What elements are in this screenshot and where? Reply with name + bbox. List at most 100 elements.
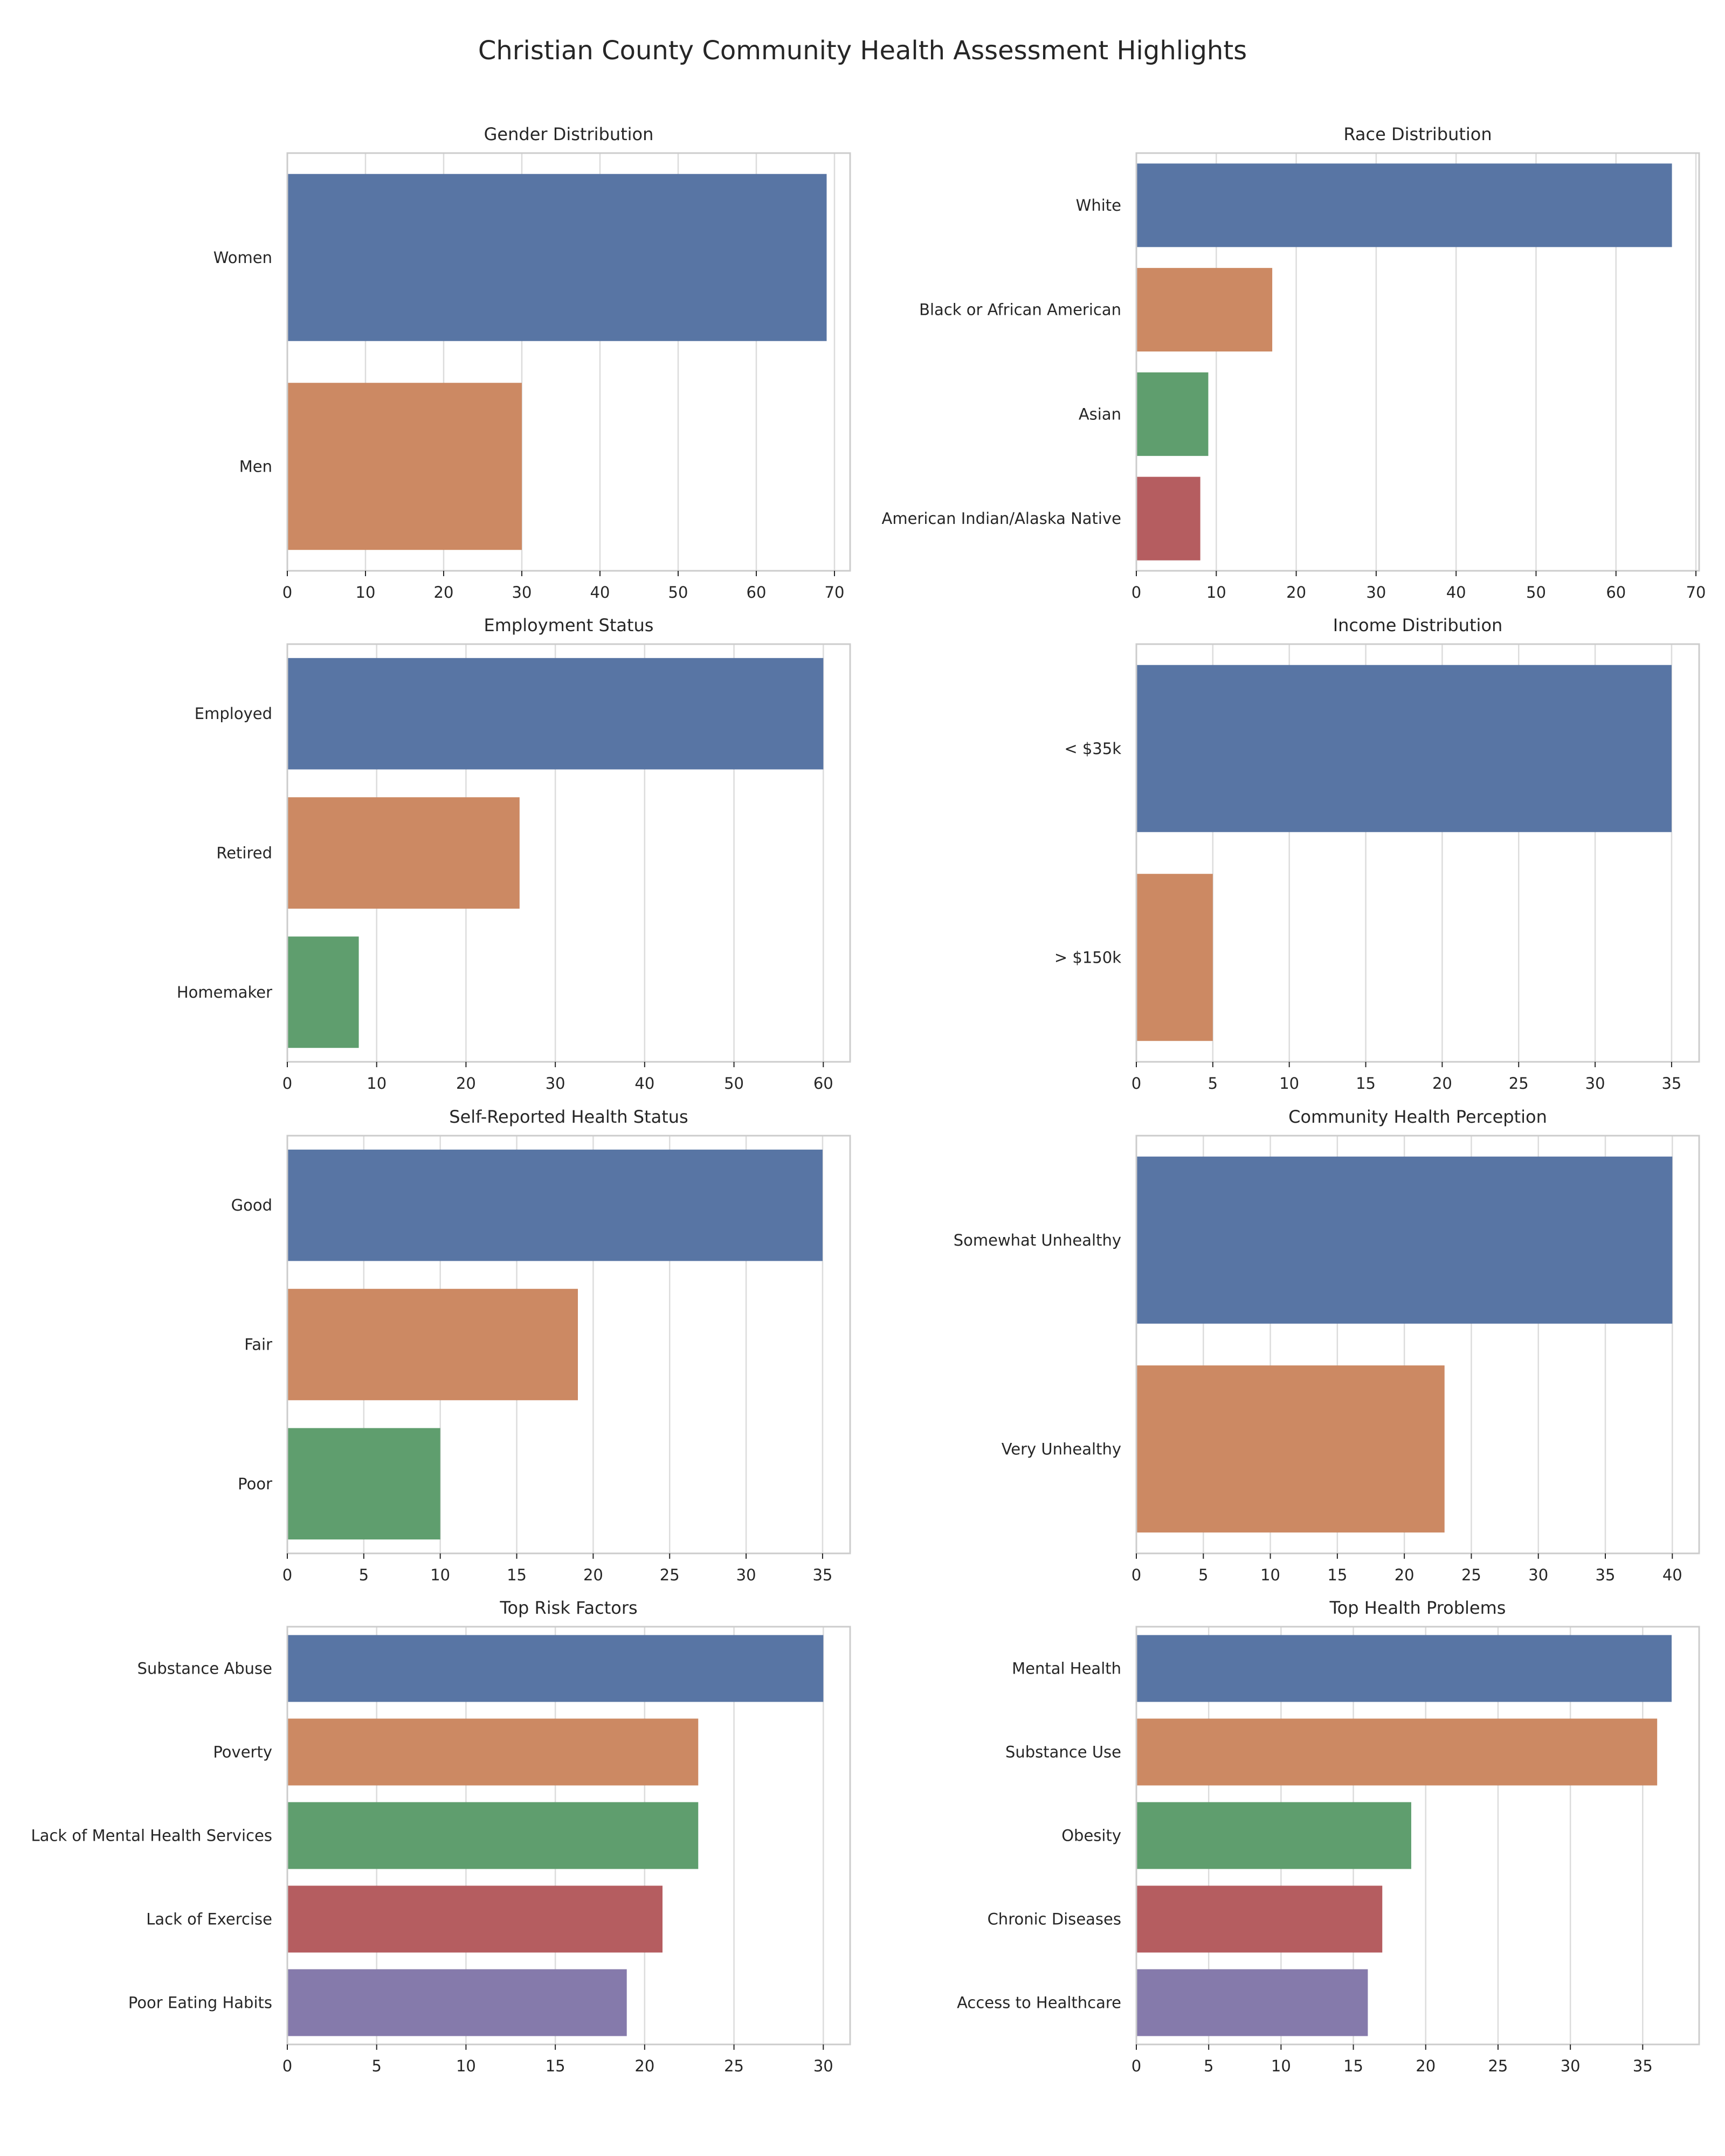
chart-title: Self-Reported Health Status: [449, 1107, 688, 1127]
chart-title: Top Health Problems: [1329, 1598, 1506, 1618]
plot-frame: [286, 643, 851, 1063]
tick-label: 30: [736, 1566, 756, 1584]
chart-title: Race Distribution: [1343, 124, 1492, 144]
tick-label: 15: [1356, 1074, 1376, 1093]
tick-label: 60: [747, 583, 767, 602]
bar: [287, 383, 522, 550]
tick-label: 60: [813, 1074, 833, 1093]
category-label: Poor: [238, 1475, 272, 1493]
chart-panel-8: Mental Health Substance Use Obesity Chronic…: [957, 1598, 1700, 2075]
bar: [1136, 1635, 1672, 1702]
tick-label: 30: [512, 583, 532, 602]
category-label: > $150k: [1054, 948, 1121, 966]
tick-label: 15: [507, 1566, 527, 1584]
tick-label: 40: [1446, 583, 1466, 602]
tick-label: 40: [634, 1074, 654, 1093]
category-label: Access to Healthcare: [957, 1994, 1121, 2012]
tick-label: 10: [1279, 1074, 1299, 1093]
page-title: Christian County Community Health Assess…: [478, 36, 1247, 66]
category-label: Somewhat Unhealthy: [954, 1231, 1121, 1249]
bar: [1136, 1365, 1445, 1533]
category-label: Fair: [244, 1336, 272, 1354]
bar: [1136, 268, 1273, 352]
tick-label: 25: [660, 1566, 680, 1584]
category-label: White: [1076, 196, 1121, 215]
category-label: Employed: [195, 704, 272, 723]
tick-label: 35: [812, 1566, 832, 1584]
tick-label: 35: [1633, 2057, 1653, 2075]
plot-frame: [286, 152, 851, 572]
plot-frame: [1135, 152, 1700, 572]
tick-label: 20: [434, 583, 454, 602]
tick-label: 10: [430, 1566, 450, 1584]
plot-frame: [286, 1135, 851, 1554]
tick-label: 10: [1260, 1566, 1280, 1584]
tick-label: 25: [1488, 2057, 1508, 2075]
category-label: Poor Eating Habits: [128, 1994, 272, 2012]
tick-label: 0: [1131, 1074, 1141, 1093]
bar: [287, 174, 827, 341]
tick-label: 40: [590, 583, 610, 602]
tick-label: 5: [1198, 1566, 1208, 1584]
bar: [1136, 372, 1209, 456]
bar: [1136, 1718, 1658, 1786]
category-label: Obesity: [1061, 1827, 1121, 1845]
tick-label: 30: [1528, 1566, 1548, 1584]
bar: [287, 1289, 578, 1400]
tick-label: 5: [1208, 1074, 1218, 1093]
tick-label: 10: [1206, 583, 1226, 602]
bar: [287, 1635, 824, 1702]
bar: [1136, 476, 1200, 561]
category-label: < $35k: [1064, 740, 1121, 758]
category-label: Mental Health: [1012, 1660, 1121, 1678]
chart-title: Employment Status: [484, 615, 654, 635]
tick-label: 20: [1432, 1074, 1452, 1093]
tick-label: 25: [724, 2057, 744, 2075]
bar: [287, 797, 520, 909]
tick-label: 60: [1606, 583, 1626, 602]
tick-label: 30: [1366, 583, 1386, 602]
category-label: Substance Abuse: [137, 1660, 272, 1678]
tick-label: 20: [634, 2057, 654, 2075]
tick-label: 10: [1271, 2057, 1291, 2075]
category-label: Substance Use: [1005, 1743, 1121, 1761]
tick-label: 30: [1561, 2057, 1581, 2075]
bar: [1136, 665, 1672, 832]
bar: [1136, 1969, 1368, 2036]
bar: [287, 1969, 627, 2036]
chart-panel-6: Somewhat Unhealthy Very Unhealthy 0 5 10 15 20…: [954, 1107, 1700, 1584]
tick-label: 30: [1585, 1074, 1605, 1093]
bar: [1136, 1156, 1673, 1324]
category-label: Lack of Exercise: [146, 1910, 272, 1929]
tick-label: 15: [1327, 1566, 1347, 1584]
category-label: Poverty: [213, 1743, 272, 1761]
chart-panel-2: White Black or African American Asian Ameri…: [882, 124, 1706, 602]
category-label: Asian: [1079, 405, 1121, 423]
chart-panel-5: Good Fair Poor 0 5 10 15 20 25 30 35 Self-Reported …: [231, 1107, 851, 1584]
tick-label: 20: [456, 1074, 476, 1093]
chart-panel-1: Women Men 0 10 20 30 40 50 60 70 Gender Distributi…: [213, 124, 851, 602]
plot-frame: [1135, 1626, 1700, 2046]
tick-label: 0: [1131, 583, 1141, 602]
category-label: Good: [231, 1196, 272, 1214]
plot-frame: [1135, 643, 1700, 1063]
bar: [287, 1149, 823, 1261]
bar: [1136, 874, 1213, 1041]
tick-label: 50: [724, 1074, 744, 1093]
tick-label: 35: [1661, 1074, 1681, 1093]
tick-label: 35: [1596, 1566, 1616, 1584]
category-label: Very Unhealthy: [1002, 1440, 1121, 1458]
tick-label: 0: [282, 1566, 292, 1584]
tick-label: 0: [1131, 1566, 1141, 1584]
tick-label: 70: [825, 583, 845, 602]
tick-label: 50: [668, 583, 688, 602]
tick-label: 10: [356, 583, 376, 602]
chart-title: Community Health Perception: [1288, 1107, 1547, 1127]
category-label: Chronic Diseases: [988, 1910, 1121, 1929]
tick-label: 20: [1286, 583, 1306, 602]
tick-label: 0: [282, 583, 292, 602]
chart-panel-4: < $35k > $150k 0 5 10 15 20 25 30 35 Income Distri…: [1054, 615, 1700, 1093]
category-label: Lack of Mental Health Services: [31, 1827, 272, 1845]
category-label: Black or African American: [919, 301, 1121, 319]
